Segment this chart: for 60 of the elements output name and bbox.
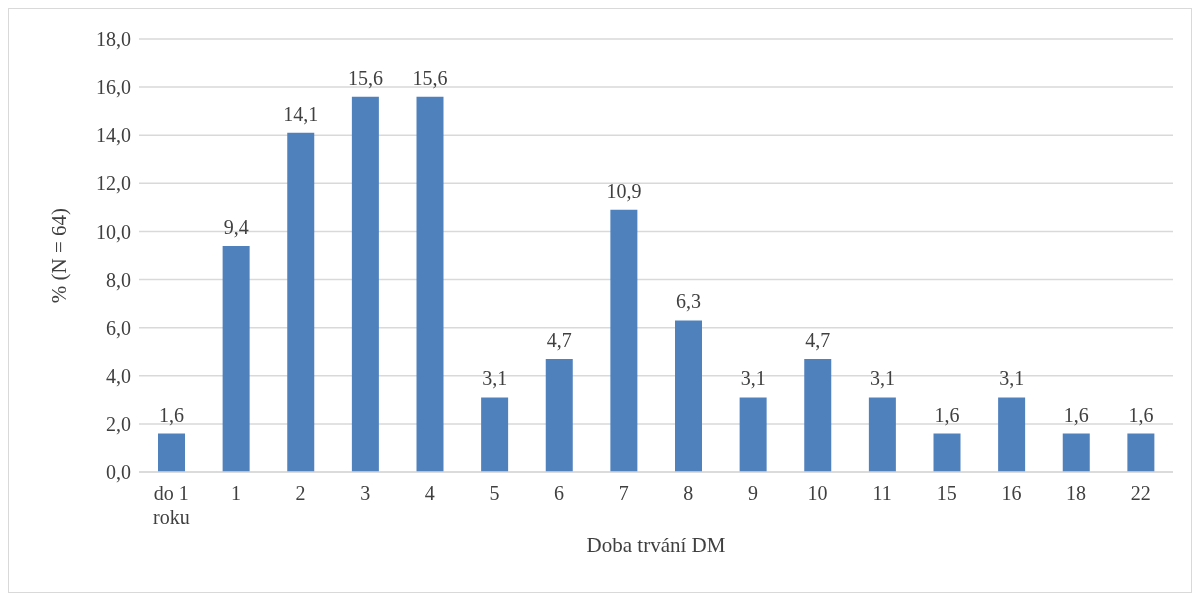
y-tick-label: 12,0 [96, 172, 131, 195]
data-label: 1,6 [1063, 403, 1089, 426]
x-tick-label: do 1 roku [152, 482, 190, 528]
x-tick-label: 5 [489, 482, 500, 504]
x-tick-label: 6 [554, 482, 565, 504]
data-label: 1,6 [159, 403, 184, 426]
x-tick-label: 18 [1066, 482, 1087, 504]
x-axis-title: Doba trvání DM [586, 533, 726, 557]
bar [545, 358, 573, 472]
bar [1127, 433, 1155, 472]
x-tick-label: 10 [807, 482, 828, 504]
y-tick-label: 18,0 [96, 28, 131, 51]
bar [804, 358, 832, 472]
x-tick-label: 4 [424, 482, 435, 504]
bar [351, 96, 379, 472]
bar [739, 397, 767, 472]
bar [675, 320, 702, 472]
x-tick-label: 3 [360, 482, 371, 504]
y-tick-label: 8,0 [106, 268, 131, 291]
data-label: 3,1 [482, 367, 508, 390]
x-tick-label: 2 [295, 482, 306, 504]
data-label: 10,9 [606, 179, 642, 202]
data-label: 1,6 [934, 403, 960, 426]
x-tick-label: 7 [618, 482, 629, 504]
bar [868, 397, 896, 472]
y-tick-label: 0,0 [106, 461, 131, 484]
x-tick-label: 16 [1001, 482, 1022, 504]
x-tick-label: 15 [936, 482, 957, 504]
x-tick-label: 8 [683, 482, 694, 504]
bar [1062, 433, 1090, 472]
bar [481, 397, 509, 472]
bar [416, 96, 444, 472]
data-label: 4,7 [805, 328, 831, 351]
data-label: 14,1 [283, 102, 319, 125]
data-label: 4,7 [546, 328, 572, 351]
x-tick-label: 22 [1130, 482, 1151, 504]
y-tick-label: 4,0 [106, 364, 131, 387]
y-tick-label: 16,0 [96, 76, 131, 99]
y-tick-label: 14,0 [96, 124, 131, 147]
x-tick-label: 1 [230, 482, 241, 504]
y-axis-title: % (N = 64) [47, 207, 72, 304]
data-label: 1,6 [1128, 403, 1154, 426]
bar [998, 397, 1026, 472]
y-tick-label: 10,0 [96, 220, 131, 243]
bar [610, 209, 638, 472]
bar [287, 132, 315, 472]
bar [158, 433, 185, 472]
data-label: 15,6 [412, 66, 448, 89]
data-label: 3,1 [740, 367, 766, 390]
bar [222, 245, 250, 472]
data-label: 3,1 [869, 367, 895, 390]
data-label: 9,4 [223, 215, 249, 238]
y-tick-label: 6,0 [106, 316, 131, 339]
bar [933, 433, 961, 472]
y-tick-label: 2,0 [106, 412, 131, 435]
data-label: 3,1 [999, 367, 1025, 390]
data-label: 6,3 [676, 290, 701, 313]
x-tick-label: 9 [747, 482, 758, 504]
data-label: 15,6 [347, 66, 383, 89]
x-tick-label: 11 [872, 482, 892, 504]
